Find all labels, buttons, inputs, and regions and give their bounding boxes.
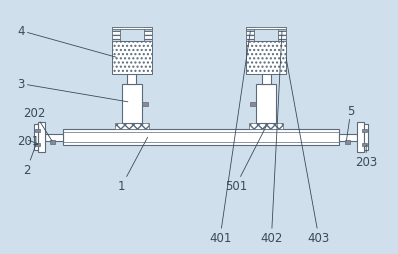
Text: 201: 201 <box>17 134 39 147</box>
Bar <box>112 42 152 74</box>
Bar <box>127 74 136 84</box>
Text: 4: 4 <box>17 25 116 58</box>
Bar <box>357 123 364 153</box>
Bar <box>62 130 339 146</box>
Text: 202: 202 <box>23 107 52 141</box>
Text: 501: 501 <box>225 127 266 193</box>
Bar <box>112 28 152 30</box>
Bar <box>249 124 283 130</box>
Bar <box>122 84 142 124</box>
Bar <box>35 129 40 133</box>
Text: 403: 403 <box>286 58 330 244</box>
Bar <box>345 140 350 144</box>
Text: 1: 1 <box>118 138 148 193</box>
Bar <box>45 134 62 141</box>
Bar <box>339 134 357 141</box>
Bar <box>246 28 254 42</box>
Bar <box>262 74 271 84</box>
Text: 203: 203 <box>355 146 377 169</box>
Bar <box>362 129 367 133</box>
Bar <box>256 84 276 124</box>
Bar <box>112 28 120 42</box>
Text: 5: 5 <box>346 104 355 141</box>
Bar <box>35 143 40 147</box>
Text: 2: 2 <box>23 146 36 176</box>
Bar <box>246 42 286 74</box>
Bar <box>144 28 152 42</box>
Bar <box>246 28 286 30</box>
Bar <box>142 103 148 107</box>
Bar <box>34 124 38 151</box>
Bar <box>50 140 55 144</box>
Bar <box>38 123 45 153</box>
Bar <box>278 28 286 42</box>
Text: 401: 401 <box>209 32 250 244</box>
Bar <box>364 124 368 151</box>
Bar <box>362 143 367 147</box>
Bar <box>250 103 256 107</box>
Text: 3: 3 <box>17 78 128 102</box>
Bar <box>115 124 149 130</box>
Text: 402: 402 <box>260 32 283 244</box>
